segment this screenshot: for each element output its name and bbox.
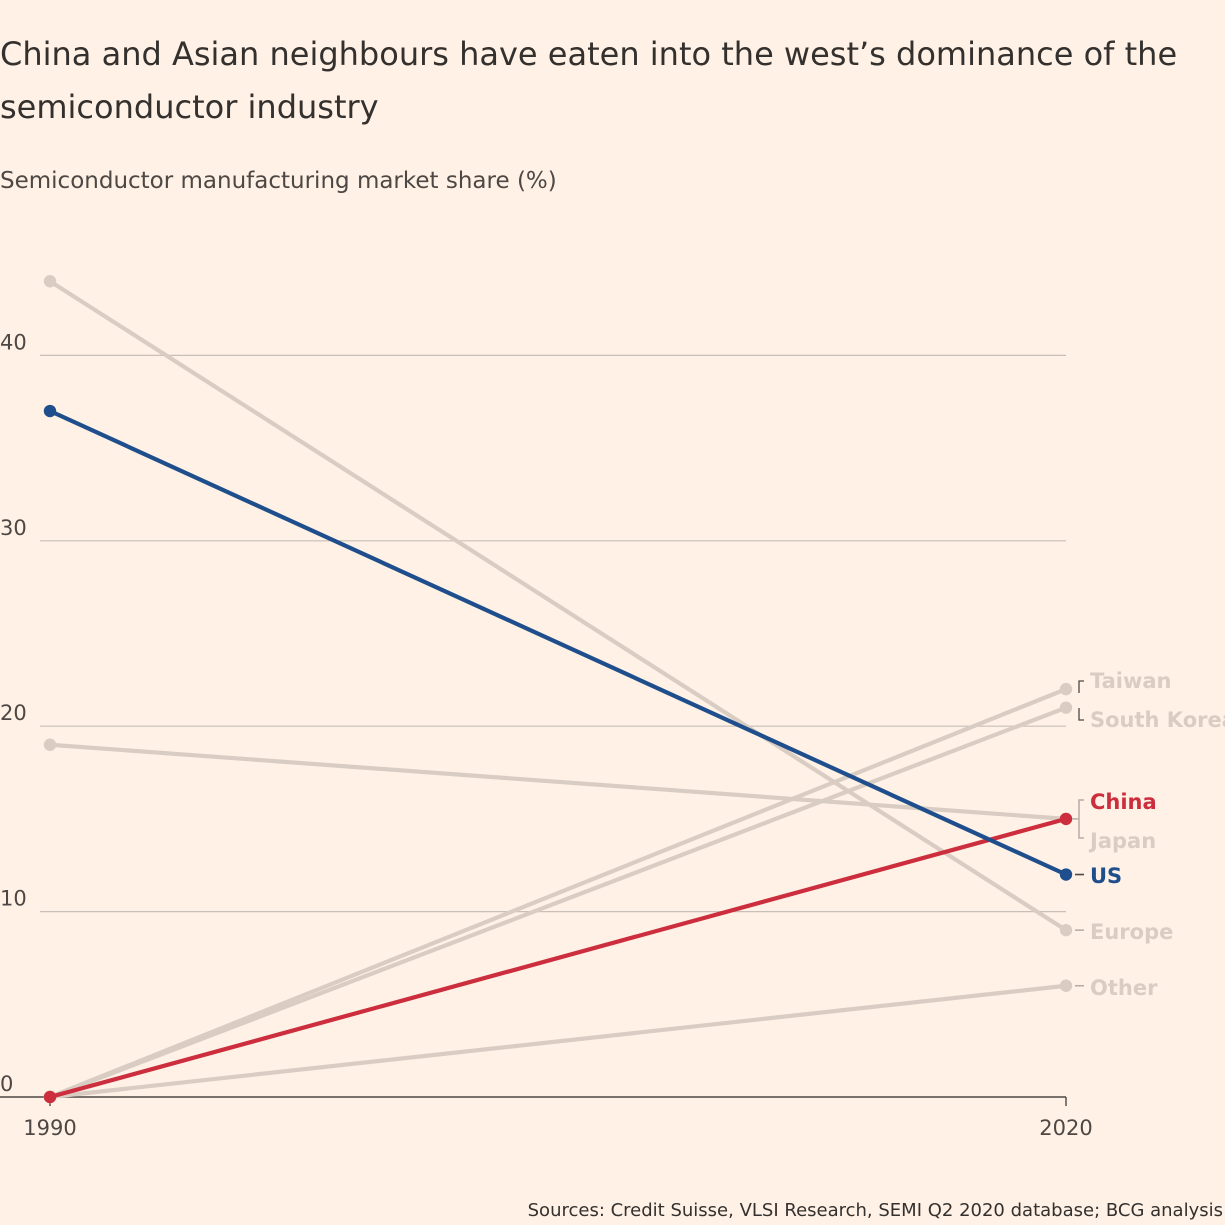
series-label-japan: Japan <box>1088 829 1156 853</box>
data-point-south-korea-2020 <box>1059 701 1073 714</box>
data-point-taiwan-2020 <box>1059 682 1073 696</box>
data-point-japan-1990 <box>43 738 57 751</box>
y-tick-label-10: 10 <box>0 887 27 911</box>
series-line-us <box>47 408 1069 877</box>
series-label-taiwan: Taiwan <box>1090 669 1172 693</box>
series-line-europe <box>47 279 1069 933</box>
chart-title: China and Asian neighbours have eaten in… <box>0 35 1178 126</box>
chart-subtitle: Semiconductor manufacturing market share… <box>0 168 557 194</box>
series-label-us: US <box>1090 864 1122 888</box>
data-point-us-2020 <box>1059 868 1073 881</box>
y-tick-label-40: 40 <box>0 330 27 354</box>
series-line-japan <box>47 742 1069 822</box>
series-label-china: China <box>1090 790 1157 814</box>
series-label-other: Other <box>1090 976 1158 1000</box>
data-point-us-1990 <box>43 404 57 418</box>
data-point-china-2020 <box>1059 812 1073 826</box>
chart-source: Sources: Credit Suisse, VLSI Research, S… <box>527 1200 1223 1221</box>
x-tick-label-1990: 1990 <box>23 1116 76 1140</box>
data-point-china-1990 <box>43 1090 57 1104</box>
series-label-south-korea: South Korea <box>1090 708 1225 732</box>
data-point-europe-1990 <box>43 275 57 288</box>
series-line-south-korea <box>47 705 1069 1100</box>
data-point-europe-2020 <box>1059 923 1073 937</box>
connector-china-japan <box>1078 799 1084 839</box>
connector-south-korea <box>1078 708 1084 721</box>
connector-taiwan <box>1078 680 1084 693</box>
x-tick-label-2020: 2020 <box>1039 1116 1092 1140</box>
series-label-europe: Europe <box>1090 920 1173 944</box>
y-tick-label-30: 30 <box>0 516 27 540</box>
y-tick-label-20: 20 <box>0 701 27 725</box>
data-point-other-2020 <box>1059 979 1073 992</box>
series-line-other <box>47 983 1069 1100</box>
series-line-taiwan <box>47 687 1069 1100</box>
y-tick-label-0: 0 <box>0 1072 13 1096</box>
series-line-china <box>47 816 1069 1100</box>
